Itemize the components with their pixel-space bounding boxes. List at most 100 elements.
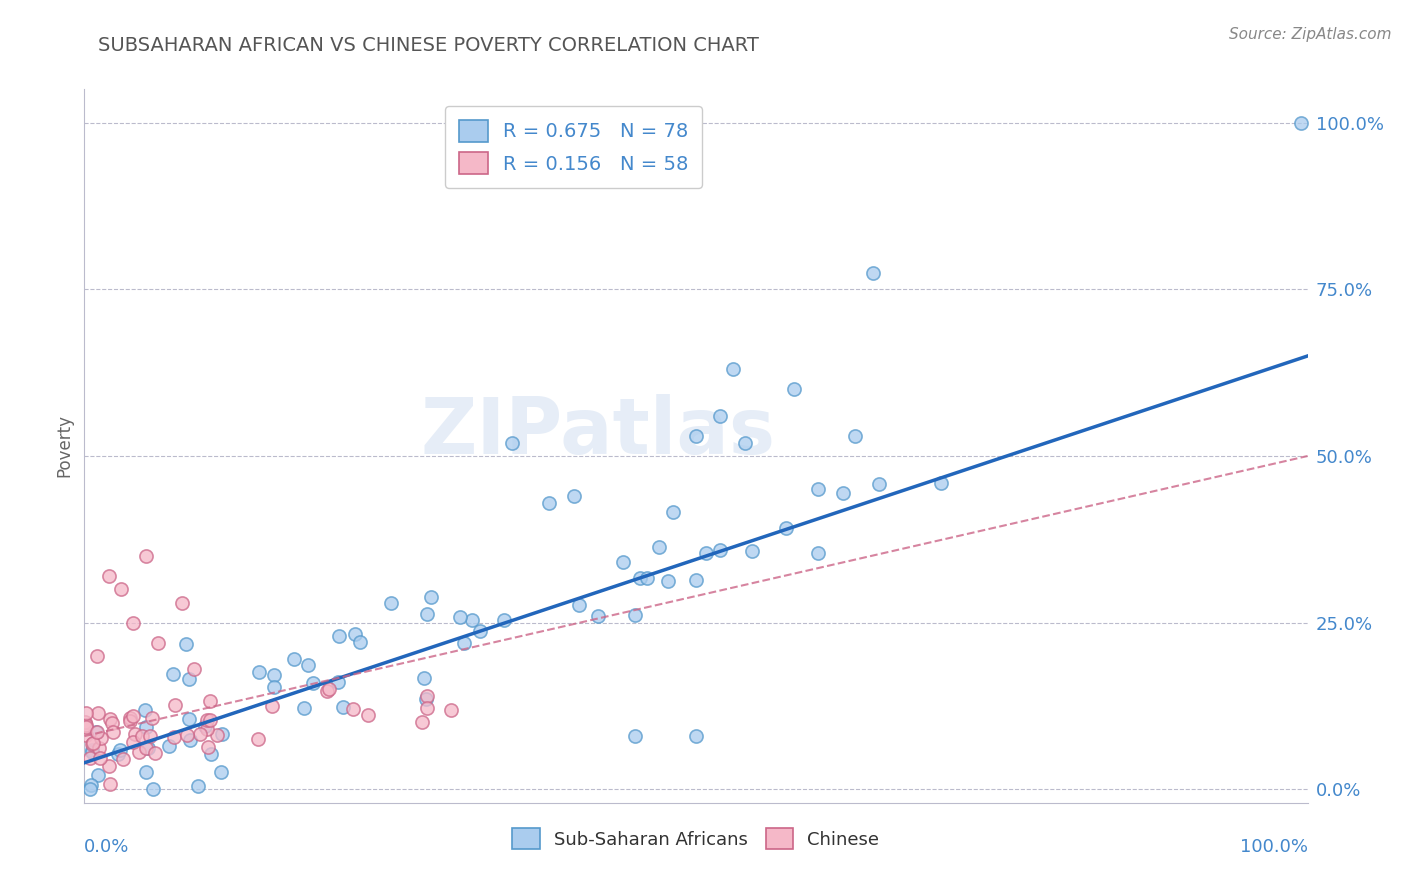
Point — [685, 729, 707, 743]
Point — [685, 429, 707, 443]
Point — [172, 596, 194, 610]
Point — [342, 702, 364, 716]
Point — [695, 546, 717, 560]
Point — [135, 720, 157, 734]
Point — [194, 718, 217, 732]
Point — [89, 751, 111, 765]
Point — [301, 676, 323, 690]
Point — [332, 700, 354, 714]
Point — [122, 734, 145, 748]
Point — [349, 634, 371, 648]
Point — [187, 779, 209, 793]
Point — [636, 571, 658, 585]
Point — [416, 689, 439, 703]
Point — [260, 699, 283, 714]
Point — [315, 683, 337, 698]
Point — [411, 714, 433, 729]
Point — [461, 613, 484, 627]
Point — [721, 362, 744, 376]
Point — [75, 706, 97, 720]
Point — [783, 382, 806, 396]
Point — [188, 727, 211, 741]
Point — [176, 728, 198, 742]
Point — [80, 745, 103, 759]
Point — [136, 741, 159, 756]
Point — [356, 708, 378, 723]
Point — [75, 728, 97, 742]
Point — [328, 628, 350, 642]
Point — [657, 574, 679, 589]
Text: SUBSAHARAN AFRICAN VS CHINESE POVERTY CORRELATION CHART: SUBSAHARAN AFRICAN VS CHINESE POVERTY CO… — [98, 36, 759, 54]
Point — [139, 729, 162, 743]
Point — [79, 782, 101, 797]
Y-axis label: Poverty: Poverty — [55, 415, 73, 477]
Point — [263, 680, 285, 694]
Point — [143, 746, 166, 760]
Point — [741, 543, 763, 558]
Point — [98, 777, 121, 791]
Point — [440, 702, 463, 716]
Point — [87, 768, 110, 782]
Text: Source: ZipAtlas.com: Source: ZipAtlas.com — [1229, 27, 1392, 42]
Point — [1291, 115, 1313, 129]
Point — [146, 636, 169, 650]
Point — [416, 607, 439, 621]
Point — [110, 582, 132, 597]
Point — [111, 752, 134, 766]
Point — [176, 637, 198, 651]
Point — [198, 693, 221, 707]
Point — [648, 540, 671, 554]
Point — [844, 429, 866, 443]
Point — [97, 758, 120, 772]
Point — [246, 731, 269, 746]
Point — [141, 711, 163, 725]
Point — [628, 571, 651, 585]
Point — [177, 672, 200, 686]
Point — [90, 731, 112, 745]
Point — [807, 546, 830, 560]
Point — [197, 740, 219, 755]
Point — [297, 658, 319, 673]
Point — [162, 667, 184, 681]
Point — [75, 718, 97, 732]
Point — [318, 682, 340, 697]
Point — [492, 613, 515, 627]
Point — [142, 782, 165, 797]
Point — [419, 590, 441, 604]
Point — [131, 729, 153, 743]
Point — [283, 652, 305, 666]
Point — [122, 615, 145, 630]
Legend: Sub-Saharan Africans, Chinese: Sub-Saharan Africans, Chinese — [503, 819, 889, 858]
Point — [734, 435, 756, 450]
Point — [380, 596, 402, 610]
Text: ZIPatlas: ZIPatlas — [420, 393, 776, 470]
Point — [162, 730, 184, 744]
Point — [195, 713, 218, 727]
Point — [179, 732, 201, 747]
Point — [209, 765, 232, 780]
Point — [177, 712, 200, 726]
Point — [183, 662, 205, 676]
Point — [831, 485, 853, 500]
Point — [73, 715, 96, 730]
Point — [198, 713, 221, 727]
Point — [292, 700, 315, 714]
Point — [135, 741, 157, 756]
Point — [135, 765, 157, 780]
Point — [101, 715, 124, 730]
Point — [120, 711, 142, 725]
Point — [205, 728, 228, 742]
Point — [624, 607, 647, 622]
Point — [108, 742, 131, 756]
Point — [87, 706, 110, 720]
Point — [86, 724, 108, 739]
Point — [263, 668, 285, 682]
Point — [586, 609, 609, 624]
Point — [869, 477, 891, 491]
Point — [344, 627, 367, 641]
Point — [624, 729, 647, 743]
Point — [326, 675, 349, 690]
Point — [87, 740, 110, 755]
Point — [79, 750, 101, 764]
Point — [82, 737, 104, 751]
